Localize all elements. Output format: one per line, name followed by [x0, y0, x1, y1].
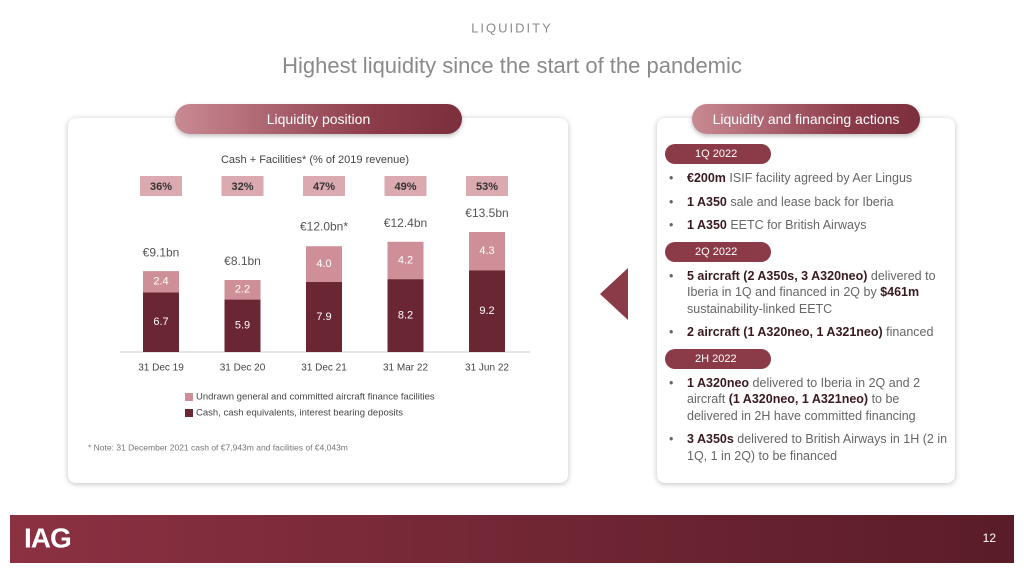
total-label: €12.0bn* [300, 220, 348, 234]
actions-list: 1Q 2022 €200m ISIF facility agreed by Aer… [665, 144, 950, 472]
bullet-bold: 3 A350s [687, 432, 734, 446]
bullet-bold: 5 aircraft (2 A350s, 3 A320neo) [687, 268, 868, 283]
section: 1Q 2022 €200m ISIF facility agreed by Aer… [665, 144, 950, 234]
bullet-text: delivered to Iberia in 2Q and 2 aircraft [687, 375, 921, 407]
bullet: 1 A350 EETC for British Airways [665, 217, 950, 234]
bar-label: 4.2 [398, 254, 413, 266]
section-heading: 1Q 2022 [665, 144, 772, 164]
bullet-bold: 1 A320neo [687, 375, 750, 390]
bullet-text: financed [882, 325, 934, 339]
bullet: 5 aircraft (2 A350s, 3 A320neo) delivere… [665, 268, 950, 318]
panel-title: Liquidity and financing actions [692, 104, 920, 134]
bullet: 3 A350s delivered to British Airways in … [665, 431, 950, 464]
legend-swatch [185, 393, 193, 401]
bar-segment [306, 281, 342, 352]
footer-bar [10, 515, 1014, 563]
share-label: 53% [476, 181, 498, 193]
legend-label: Undrawn general and committed aircraft f… [196, 392, 435, 403]
bar-segment [224, 280, 261, 300]
bullet-text: EETC for British Airways [726, 218, 867, 232]
bullet-bold: 1 A350 [687, 218, 727, 232]
share-box [221, 176, 264, 196]
bullet: 1 A350 sale and lease back for Iberia [665, 194, 950, 211]
share-label: 36% [150, 181, 172, 193]
bar-label: 4.0 [316, 258, 331, 270]
share-box [384, 176, 427, 196]
bullet-text: delivered to British Airways in 1H (2 in… [687, 432, 948, 463]
bar-label: 9.2 [479, 305, 494, 317]
bar-label: 5.9 [235, 320, 250, 332]
total-label: €8.1bn [224, 254, 261, 268]
total-label: €9.1bn [143, 245, 180, 259]
share-label: 32% [231, 181, 253, 193]
bullet-bold: $461m [880, 285, 920, 299]
section-heading: 2H 2022 [665, 348, 771, 369]
section: 2Q 2022 5 aircraft (2 A350s, 3 A320neo) d… [665, 241, 950, 341]
logo: IAG [24, 522, 71, 553]
legend-label: Cash, cash equivalents, interest bearing… [196, 408, 403, 419]
bar-segment [469, 270, 505, 352]
bullet-text: ISIF facility agreed by Aer Lingus [725, 171, 913, 185]
bar-segment [306, 246, 342, 282]
bar-label: 8.2 [398, 309, 413, 321]
share-box [140, 176, 182, 196]
x-tick-label: 31 Dec 20 [220, 363, 266, 374]
bar-label: 7.9 [316, 311, 331, 323]
chart-title: Cash + Facilities* (% of 2019 revenue) [221, 154, 409, 166]
legend-swatch [185, 409, 193, 417]
bar-segment [469, 232, 505, 271]
x-tick-label: 31 Dec 21 [301, 363, 347, 374]
share-box [466, 176, 508, 196]
bar-label: 4.3 [479, 245, 494, 257]
x-tick-label: 31 Dec 19 [138, 363, 184, 374]
bullet: 2 aircraft (1 A320neo, 1 A321neo) financ… [665, 324, 950, 341]
page-number: 12 [983, 531, 997, 545]
arrow [600, 268, 628, 320]
total-label: €13.5bn [465, 206, 508, 220]
x-tick-label: 31 Jun 22 [465, 363, 509, 374]
bullet-text: sale and lease back for Iberia [726, 194, 894, 209]
bullet: €200m ISIF facility agreed by Aer Lingus [665, 170, 950, 187]
bullet-text: sustainability-linked EETC [687, 301, 833, 316]
bar-segment [387, 279, 424, 352]
section: 2H 2022 1 A320neo delivered to Iberia in … [665, 348, 950, 465]
bar-segment [224, 299, 261, 352]
share-label: 49% [394, 181, 416, 193]
bullet-text: to be delivered in 2H have committed fin… [687, 392, 916, 423]
section-heading: 2Q 2022 [665, 241, 772, 262]
bar-label: 2.4 [153, 276, 168, 288]
bullet-bold: (1 A320neo, 1 A321neo) [728, 392, 869, 406]
bullet-bold: €200m [687, 171, 726, 185]
share-box [303, 176, 345, 196]
bar-segment [387, 241, 424, 280]
panel-title: Liquidity position [175, 104, 462, 134]
x-tick-label: 31 Mar 22 [383, 363, 428, 374]
bar-segment [143, 271, 179, 293]
bullet: 1 A320neo delivered to Iberia in 2Q and … [665, 375, 950, 425]
bullet-bold: 2 aircraft (1 A320neo, 1 A321neo) [687, 325, 883, 339]
bullet-bold: 1 A350 [687, 194, 727, 209]
slide-title: Highest liquidity since the start of the… [282, 53, 742, 78]
total-label: €12.4bn [384, 216, 427, 230]
bar-segment [143, 292, 179, 352]
section-label: LIQUIDITY [471, 20, 553, 35]
bar-label: 6.7 [153, 316, 168, 328]
share-label: 47% [313, 181, 335, 193]
note: * Note: 31 December 2021 cash of €7,943m… [88, 442, 348, 452]
bullet-text: delivered to Iberia in 1Q and financed i… [687, 268, 936, 300]
bar-label: 2.2 [235, 284, 250, 296]
